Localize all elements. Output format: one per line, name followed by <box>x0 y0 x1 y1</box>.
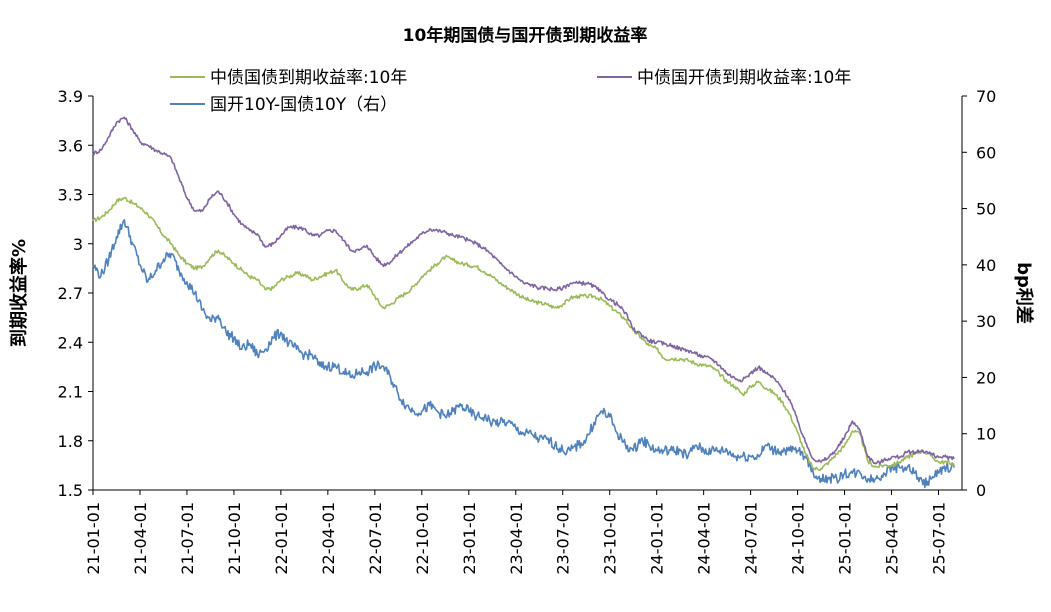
left-tick-label: 2.1 <box>58 383 83 402</box>
right-tick-label: 50 <box>976 200 996 219</box>
x-tick-label: 23-10-01 <box>601 502 620 575</box>
x-tick-label: 25-04-01 <box>883 502 902 575</box>
x-tick-label: 22-07-01 <box>366 502 385 575</box>
left-tick-label: 3.9 <box>58 87 83 106</box>
left-axis-ticks: 3.9 3.6 3.3 3 2.7 2.4 2.1 1.8 1.5 <box>58 87 93 500</box>
x-tick-label: 21-07-01 <box>178 502 197 575</box>
x-tick-label: 23-01-01 <box>460 502 479 575</box>
x-tick-label: 24-10-01 <box>789 502 808 575</box>
x-tick-label: 24-04-01 <box>695 502 714 575</box>
left-tick-label: 3.6 <box>58 136 83 155</box>
right-axis-title: bp利差 <box>1013 262 1035 324</box>
series-line-0 <box>92 196 955 472</box>
x-tick-label: 21-04-01 <box>131 502 150 575</box>
x-tick-label: 22-04-01 <box>319 502 338 575</box>
chart-title: 10年期国债与国开债到期收益率 <box>403 25 648 46</box>
x-tick-label: 21-01-01 <box>84 502 103 575</box>
x-tick-label: 21-10-01 <box>225 502 244 575</box>
x-tick-label: 24-07-01 <box>742 502 761 575</box>
x-axis-ticks: 21-01-01 21-04-01 21-07-01 21-10-01 22-01-01… <box>84 490 949 575</box>
x-tick-label: 22-01-01 <box>272 502 291 575</box>
right-tick-label: 20 <box>976 368 996 387</box>
right-tick-label: 0 <box>976 481 986 500</box>
series-layer <box>92 116 955 489</box>
legend-label-treasury: 中债国债到期收益率:10年 <box>210 68 407 88</box>
x-tick-label: 22-10-01 <box>413 502 432 575</box>
left-axis-title: 到期收益率% <box>8 239 30 347</box>
right-tick-label: 30 <box>976 312 996 331</box>
legend-label-spread: 国开10Y-国债10Y（右） <box>210 95 397 115</box>
legend: 中债国债到期收益率:10年 中债国开债到期收益率:10年 国开10Y-国债10Y… <box>170 68 851 115</box>
x-tick-label: 25-07-01 <box>930 502 949 575</box>
left-tick-label: 1.8 <box>58 432 83 451</box>
series-line-2 <box>92 219 955 489</box>
x-tick-label: 23-04-01 <box>507 502 526 575</box>
left-tick-label: 2.7 <box>58 284 83 303</box>
legend-label-cdb: 中债国开债到期收益率:10年 <box>637 68 851 88</box>
x-tick-label: 24-01-01 <box>648 502 667 575</box>
left-tick-label: 1.5 <box>58 481 83 500</box>
right-tick-label: 40 <box>976 256 996 275</box>
right-tick-label: 60 <box>976 143 996 162</box>
left-tick-label: 3.3 <box>58 186 83 205</box>
x-tick-label: 25-01-01 <box>836 502 855 575</box>
left-tick-label: 3 <box>73 235 83 254</box>
right-tick-label: 10 <box>976 425 996 444</box>
x-tick-label: 23-07-01 <box>554 502 573 575</box>
right-tick-label: 70 <box>976 87 996 106</box>
right-axis-ticks: 70 60 50 40 30 20 10 0 <box>962 87 996 500</box>
left-tick-label: 2.4 <box>58 333 83 352</box>
series-line-1 <box>92 116 955 465</box>
